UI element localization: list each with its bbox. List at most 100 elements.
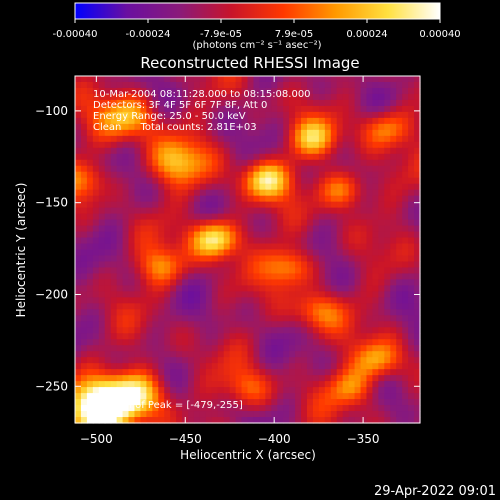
heatmap-cell: [86, 315, 94, 322]
heatmap-cell: [128, 333, 136, 340]
heatmap-cell: [176, 285, 183, 292]
heatmap-cell: [271, 243, 278, 251]
heatmap-cell: [146, 76, 153, 83]
heatmap-cell: [342, 393, 350, 400]
heatmap-cell: [277, 405, 284, 412]
heatmap-cell: [247, 375, 255, 382]
heatmap-cell: [360, 357, 368, 364]
heatmap-cell: [366, 237, 374, 245]
heatmap-cell: [378, 315, 385, 322]
heatmap-cell: [75, 243, 82, 251]
heatmap-cell: [259, 279, 266, 286]
heatmap-cell: [104, 279, 112, 286]
heatmap-cell: [306, 405, 314, 412]
heatmap-cell: [199, 411, 207, 418]
heatmap-cell: [318, 249, 326, 257]
heatmap-cell: [265, 99, 272, 107]
heatmap-cell: [396, 105, 403, 113]
heatmap-cell: [98, 321, 106, 328]
heatmap-cell: [128, 123, 136, 131]
heatmap-cell: [372, 249, 379, 257]
heatmap-cell: [306, 363, 314, 370]
heatmap-cell: [140, 76, 147, 83]
heatmap-cell: [253, 117, 260, 125]
heatmap-cell: [378, 345, 385, 352]
heatmap-cell: [122, 381, 130, 388]
heatmap-cell: [295, 117, 302, 125]
heatmap-cell: [295, 249, 302, 257]
heatmap-cell: [80, 81, 88, 89]
heatmap-cell: [390, 123, 397, 131]
heatmap-cell: [110, 105, 118, 113]
heatmap-cell: [354, 243, 362, 251]
heatmap-cell: [122, 201, 130, 209]
heatmap-cell: [354, 309, 362, 316]
heatmap-cell: [336, 255, 344, 263]
heatmap-cell: [324, 201, 332, 209]
heatmap-cell: [164, 159, 171, 167]
heatmap-cell: [402, 285, 409, 292]
heatmap-cell: [134, 105, 142, 113]
heatmap-cell: [241, 279, 249, 286]
heatmap-cell: [271, 351, 278, 358]
heatmap-cell: [188, 309, 195, 316]
heatmap-cell: [259, 231, 266, 239]
heatmap-cell: [217, 195, 225, 203]
heatmap-cell: [188, 339, 195, 346]
heatmap-cell: [152, 111, 159, 119]
heatmap-cell: [104, 177, 112, 185]
heatmap-cell: [402, 291, 409, 298]
heatmap-cell: [235, 351, 243, 358]
heatmap-cell: [152, 249, 159, 257]
heatmap-cell: [330, 189, 338, 197]
heatmap-cell: [134, 213, 142, 221]
heatmap-cell: [354, 183, 362, 191]
heatmap-cell: [396, 339, 403, 346]
heatmap-cell: [414, 87, 421, 95]
heatmap-cell: [146, 159, 153, 167]
heatmap-cell: [75, 255, 82, 263]
heatmap-cell: [295, 99, 302, 107]
heatmap-cell: [390, 339, 397, 346]
heatmap-cell: [330, 87, 338, 95]
heatmap-cell: [306, 171, 314, 179]
heatmap-cell: [128, 189, 136, 197]
heatmap-cell: [170, 81, 177, 89]
heatmap-cell: [336, 99, 344, 107]
heatmap-cell: [271, 219, 278, 227]
heatmap-cell: [241, 393, 249, 400]
heatmap-cell: [104, 387, 112, 394]
heatmap-cell: [146, 321, 153, 328]
heatmap-cell: [360, 76, 368, 83]
heatmap-cell: [235, 393, 243, 400]
heatmap-cell: [122, 357, 130, 364]
heatmap-cell: [306, 123, 314, 131]
heatmap-cell: [384, 309, 391, 316]
heatmap-cell: [104, 117, 112, 125]
heatmap-cell: [336, 405, 344, 412]
heatmap-cell: [366, 147, 374, 155]
heatmap-cell: [134, 387, 142, 394]
heatmap-cell: [188, 81, 195, 89]
heatmap-cell: [414, 309, 421, 316]
heatmap-cell: [152, 76, 159, 83]
heatmap-cell: [277, 159, 284, 167]
heatmap-cell: [164, 309, 171, 316]
heatmap-cell: [170, 417, 177, 424]
heatmap-cell: [396, 135, 403, 143]
heatmap-cell: [217, 225, 225, 233]
heatmap-cell: [110, 381, 118, 388]
heatmap-cell: [193, 213, 201, 221]
heatmap-cell: [408, 189, 415, 197]
heatmap-cell: [92, 375, 100, 382]
heatmap-cell: [152, 285, 159, 292]
heatmap-cell: [265, 87, 272, 95]
heatmap-cell: [164, 213, 171, 221]
heatmap-cell: [330, 351, 338, 358]
heatmap-cell: [80, 117, 88, 125]
heatmap-cell: [116, 111, 124, 119]
heatmap-cell: [312, 225, 320, 233]
heatmap-cell: [247, 333, 255, 340]
heatmap-cell: [372, 189, 379, 197]
heatmap-cell: [122, 267, 130, 275]
